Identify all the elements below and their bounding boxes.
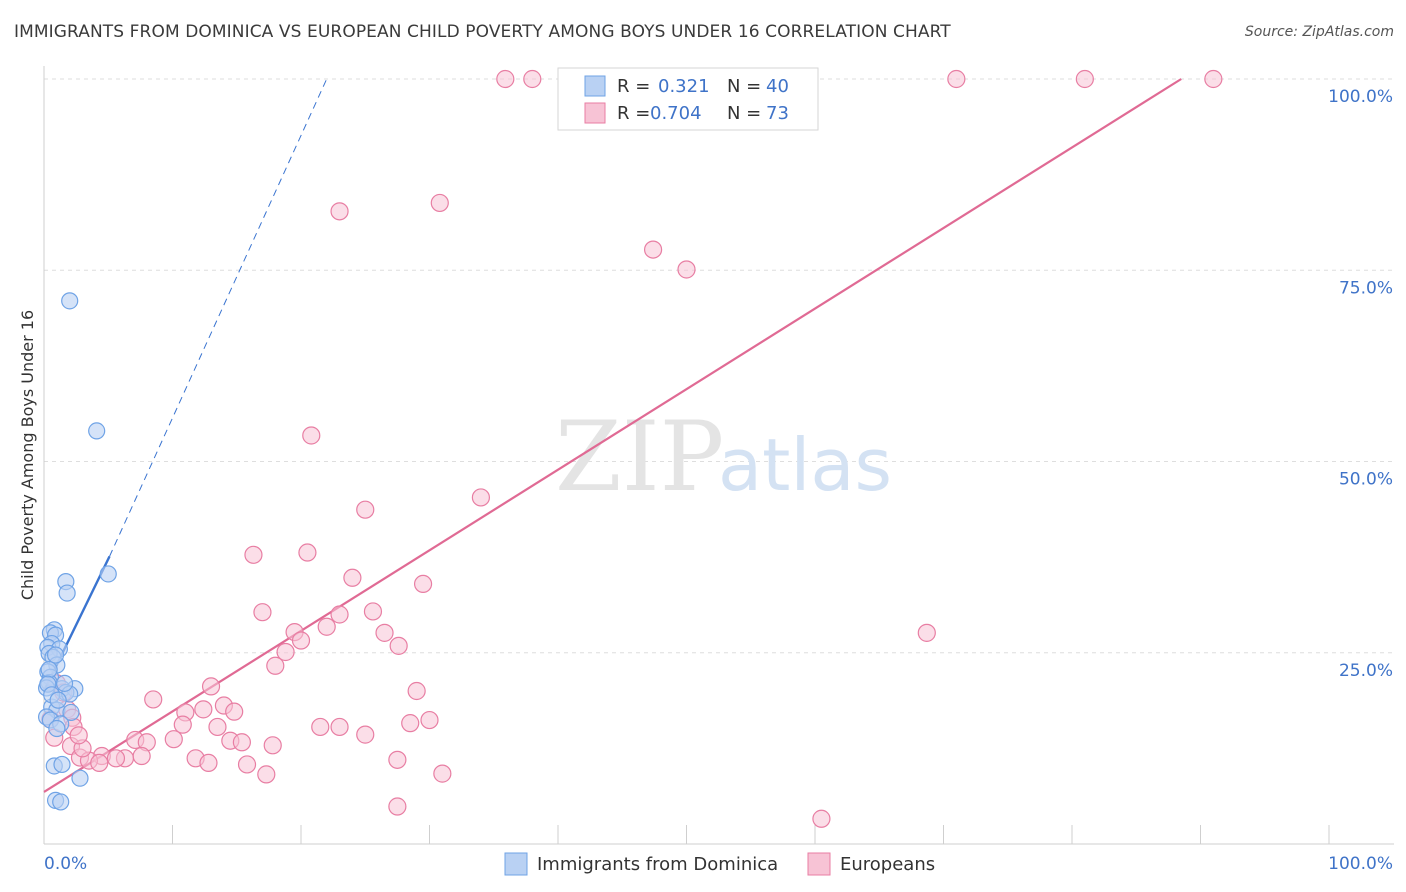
point-europeans	[225, 702, 244, 721]
point-europeans	[208, 717, 227, 737]
point-europeans	[164, 730, 183, 749]
scatter-points	[37, 69, 1223, 828]
chart-title: IMMIGRANTS FROM DOMINICA VS EUROPEAN CHI…	[14, 22, 951, 42]
point-europeans	[253, 603, 272, 622]
point-europeans	[917, 623, 936, 642]
point-dominica	[55, 674, 74, 692]
point-europeans	[363, 602, 383, 621]
point-europeans	[69, 726, 88, 745]
point-dominica	[48, 719, 66, 738]
point-europeans	[677, 260, 696, 279]
trend-line-dominica-extrapolated	[109, 78, 328, 557]
stats-n-value-1: 40	[766, 76, 789, 97]
point-europeans	[257, 765, 276, 784]
legend-swatch-dominica	[504, 852, 528, 876]
point-europeans	[90, 753, 109, 773]
point-europeans	[201, 677, 221, 696]
stats-legend: R = 0.321 N = 40 R = 0.704 N = 73	[557, 67, 819, 131]
point-europeans	[389, 636, 408, 655]
y-axis-title: Child Poverty Among Boys Under 16	[18, 310, 37, 600]
point-dominica	[53, 755, 71, 774]
point-europeans	[263, 736, 282, 755]
point-europeans	[947, 69, 966, 89]
y-tick-label-100: 100.0%	[1328, 87, 1393, 107]
point-europeans	[132, 746, 151, 766]
legend-label-europeans: Europeans	[840, 854, 935, 875]
point-europeans	[232, 733, 251, 752]
point-europeans	[420, 710, 439, 730]
stats-r-value-2: 0.704	[650, 103, 702, 124]
y-tick-label-25: 25.0%	[1339, 661, 1393, 681]
point-dominica	[49, 691, 67, 709]
bottom-legend: Immigrants from Dominica Europeans	[504, 852, 935, 876]
stats-swatch-pink	[584, 102, 606, 124]
point-europeans	[375, 623, 394, 642]
legend-label-dominica: Immigrants from Dominica	[537, 854, 778, 875]
point-europeans	[356, 725, 375, 744]
point-europeans	[407, 681, 426, 701]
point-dominica	[62, 703, 80, 722]
point-dominica	[71, 769, 89, 787]
stats-n-value-2: 73	[766, 103, 789, 124]
point-europeans	[812, 809, 831, 828]
stats-swatch-blue	[584, 75, 606, 97]
point-dominica	[61, 292, 79, 310]
point-europeans	[330, 605, 349, 624]
point-europeans	[388, 750, 407, 769]
point-europeans	[173, 715, 192, 734]
point-europeans	[471, 488, 490, 507]
stats-r-label-2: R =	[617, 103, 650, 124]
point-europeans	[433, 764, 452, 783]
point-europeans	[413, 574, 433, 594]
point-europeans	[298, 543, 317, 562]
point-dominica	[99, 565, 117, 583]
point-europeans	[523, 69, 542, 89]
point-europeans	[276, 642, 295, 662]
point-europeans	[1075, 69, 1094, 89]
point-europeans	[144, 690, 163, 709]
point-dominica	[40, 660, 58, 679]
point-dominica	[58, 584, 76, 602]
trend-line-europeans	[43, 78, 1182, 793]
point-europeans	[330, 202, 349, 221]
point-europeans	[330, 717, 349, 737]
point-europeans	[643, 240, 663, 259]
point-europeans	[1204, 69, 1223, 89]
source-label: Source: ZipAtlas.com	[1244, 24, 1394, 40]
x-tick-label-max: 100.0%	[1328, 854, 1393, 874]
watermark-atlas: atlas	[718, 423, 892, 507]
point-europeans	[401, 714, 420, 733]
stats-r-value-1: 0.321	[658, 76, 710, 97]
point-europeans	[343, 568, 362, 587]
point-dominica	[46, 646, 65, 664]
point-europeans	[388, 797, 407, 816]
point-europeans	[317, 617, 336, 636]
gridlines	[44, 78, 1394, 654]
y-tick-label-50: 50.0%	[1339, 470, 1393, 490]
point-europeans	[199, 753, 218, 773]
x-axis-ticks	[43, 825, 1330, 844]
point-europeans	[496, 69, 515, 89]
legend-swatch-europeans	[807, 852, 831, 876]
stats-n-label-2: N =	[727, 103, 761, 124]
point-dominica	[52, 793, 70, 811]
y-tick-label-75: 75.0%	[1339, 278, 1393, 298]
point-europeans	[237, 755, 257, 774]
point-dominica	[88, 422, 106, 440]
point-europeans	[194, 700, 213, 719]
stats-r-label-1: R =	[617, 76, 650, 97]
point-europeans	[291, 631, 311, 650]
point-europeans	[430, 193, 449, 213]
point-europeans	[266, 656, 285, 675]
x-tick-label-min: 0.0%	[44, 854, 87, 874]
point-europeans	[244, 545, 263, 564]
point-europeans	[356, 500, 375, 519]
point-europeans	[302, 426, 321, 445]
stats-n-label-1: N =	[727, 76, 761, 97]
point-europeans	[311, 717, 330, 737]
point-europeans	[106, 749, 126, 768]
